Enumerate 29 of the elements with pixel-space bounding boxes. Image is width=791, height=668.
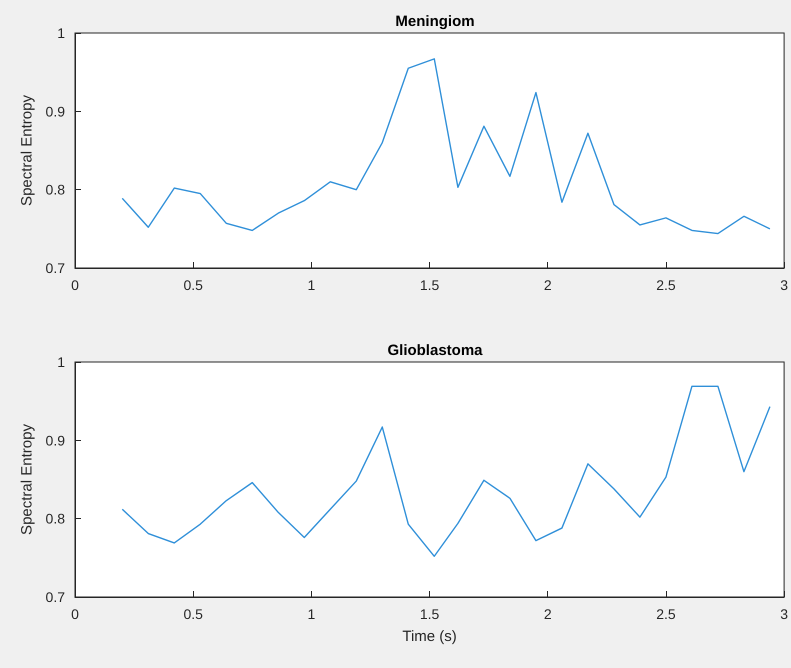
x-tick-label: 1: [307, 606, 316, 622]
x-tick-label: 1: [307, 277, 316, 293]
x-tick-label: 1.5: [420, 277, 440, 293]
x-tick-label: 2: [544, 606, 552, 622]
x-tick-label: 0.5: [183, 606, 204, 622]
x-tick-label: 3: [780, 277, 788, 293]
y-tick-label: 0.9: [46, 432, 66, 448]
x-tick-label: 0: [71, 606, 80, 622]
x-tick-label: 2: [544, 277, 552, 293]
chart-title: Meningiom: [395, 13, 475, 30]
line-series: [122, 386, 771, 557]
x-tick-label: 0: [71, 277, 80, 293]
y-tick-label: 0.7: [46, 260, 66, 276]
y-tick-label: 0.8: [46, 182, 66, 198]
x-axis-title: Time (s): [402, 628, 457, 645]
chart-title: Glioblastoma: [387, 342, 484, 359]
y-tick-label: 0.8: [46, 510, 66, 527]
x-tick-label: 2.5: [656, 277, 676, 293]
x-tick-label: 1.5: [420, 606, 440, 622]
y-axis-title: Spectral Entropy: [18, 94, 36, 206]
y-tick-label: 1: [57, 25, 66, 41]
y-axis-title: Spectral Entropy: [18, 424, 36, 535]
y-tick-label: 0.7: [46, 589, 66, 605]
x-tick-label: 2.5: [656, 606, 676, 622]
y-tick-label: 1: [57, 354, 66, 370]
y-tick-label: 0.9: [46, 103, 66, 120]
x-tick-label: 0.5: [183, 277, 204, 293]
x-tick-label: 3: [780, 606, 788, 622]
line-series: [122, 58, 771, 234]
